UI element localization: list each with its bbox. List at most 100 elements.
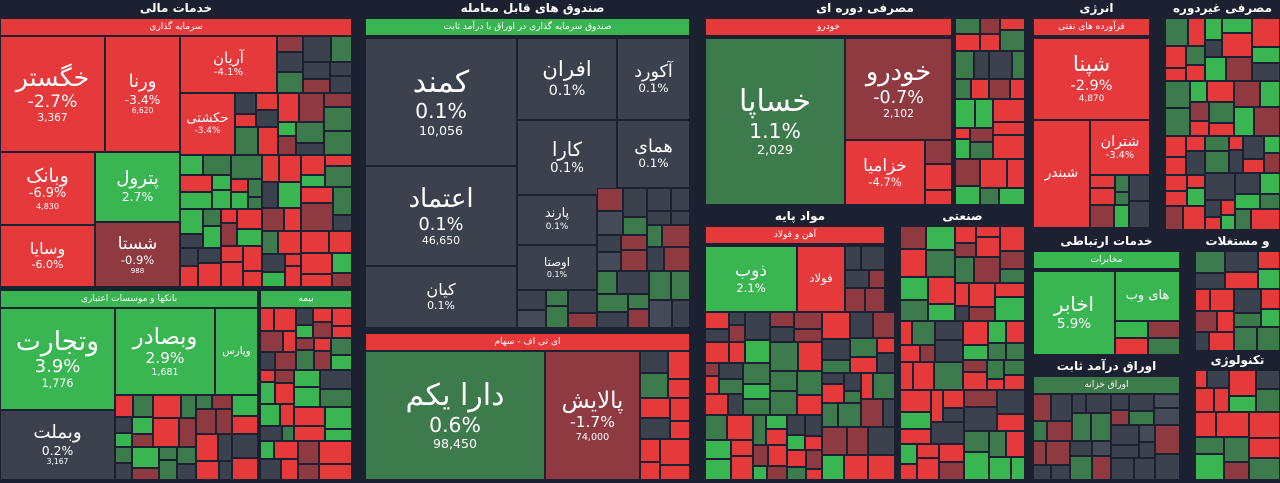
stock-cell <box>231 155 262 179</box>
stock-cell <box>1004 360 1025 375</box>
stock-cell <box>1235 194 1260 209</box>
stock-tile: افران 0.1% <box>517 38 617 120</box>
stock-cell <box>989 457 1011 480</box>
stock-cell <box>333 187 352 215</box>
stock-cell <box>332 273 352 287</box>
stock-cell <box>770 327 794 342</box>
stock-name: ذوب <box>734 261 768 282</box>
stock-change: 2.7% <box>121 190 154 205</box>
stock-cell <box>913 362 934 390</box>
stock-cell <box>770 391 797 415</box>
stock-cell <box>296 308 313 325</box>
stock-cell <box>301 253 332 274</box>
stock-cell <box>787 435 805 450</box>
stock-cell <box>1221 215 1235 230</box>
stock-cell <box>989 51 1012 79</box>
stock-name: پترول <box>116 168 159 190</box>
stock-cell <box>301 231 329 253</box>
stock-cell <box>753 466 767 480</box>
stock-cell <box>647 188 671 211</box>
stock-cell <box>294 370 320 387</box>
stock-cell <box>1195 273 1225 289</box>
stock-cell <box>262 231 278 254</box>
stock-cell <box>640 398 670 418</box>
stock-cell <box>1256 389 1280 412</box>
stock-cell <box>1187 188 1205 206</box>
stock-cell <box>1051 465 1070 480</box>
stock-cell <box>770 312 794 327</box>
stock-cell <box>845 270 869 288</box>
stock-cell <box>928 277 955 304</box>
stock-cell <box>980 18 1000 34</box>
stock-cell <box>743 384 770 399</box>
stock-cell <box>1186 136 1205 151</box>
stock-cell <box>1129 411 1154 425</box>
group-title: اوراق خزانه <box>1033 376 1180 394</box>
stock-cell <box>822 455 844 480</box>
stock-cell <box>1111 410 1129 425</box>
stock-volume: 3,367 <box>37 112 68 125</box>
stock-cell <box>320 389 352 407</box>
stock-cell <box>1195 412 1216 437</box>
stock-volume: 6,620 <box>131 106 154 116</box>
stock-cell <box>260 382 275 404</box>
stock-cell <box>330 62 352 76</box>
stock-cell <box>1243 159 1264 173</box>
stock-cell <box>963 360 987 372</box>
stock-cell <box>766 429 787 445</box>
stock-cell <box>1207 81 1234 102</box>
stock-cell <box>955 257 974 283</box>
stock-cell <box>332 253 352 273</box>
stock-cell <box>1234 313 1261 327</box>
stock-cell <box>900 429 931 444</box>
stock-cell <box>331 355 352 370</box>
stock-cell <box>900 464 917 480</box>
stock-cell <box>745 340 770 363</box>
stock-cell <box>294 407 325 426</box>
stock-cell <box>1129 175 1150 201</box>
stock-cell <box>332 308 352 326</box>
stock-cell <box>232 395 258 416</box>
stock-cell <box>955 34 980 51</box>
stock-cell <box>917 458 939 480</box>
stock-cell <box>670 421 690 439</box>
stock-cell <box>243 246 262 271</box>
stock-name: خساپا <box>739 84 811 120</box>
stock-cell <box>1252 47 1280 63</box>
stock-cell <box>285 254 301 266</box>
stock-cell <box>1000 18 1025 30</box>
stock-cell <box>988 343 1006 360</box>
stock-cell <box>1047 421 1072 441</box>
stock-change: 0.1% <box>427 298 455 312</box>
stock-cell <box>1216 412 1249 437</box>
stock-cell <box>797 395 822 415</box>
sector-title: خدمات مالی <box>139 1 213 15</box>
stock-cell <box>705 415 727 440</box>
stock-volume: 2,102 <box>883 106 914 120</box>
stock-cell <box>1165 157 1186 175</box>
stock-cell <box>1205 217 1221 230</box>
stock-change: 0.1% <box>545 222 569 233</box>
stock-cell <box>1007 159 1025 188</box>
stock-cell <box>179 418 196 447</box>
stock-cell <box>955 99 975 128</box>
stock-cell <box>262 208 284 231</box>
stock-cell <box>319 441 352 464</box>
stock-cell <box>861 399 883 427</box>
stock-cell <box>314 338 331 351</box>
stock-cell <box>1190 102 1209 121</box>
stock-name: شستا <box>117 233 158 254</box>
stock-cell <box>1214 388 1229 412</box>
stock-cell <box>753 415 766 445</box>
stock-cell <box>1155 425 1180 454</box>
stock-cell <box>517 290 546 310</box>
stock-cell <box>1195 370 1207 388</box>
stock-cell <box>1012 51 1025 79</box>
stock-cell <box>597 211 623 235</box>
stock-cell <box>198 248 221 263</box>
stock-cell <box>298 441 319 464</box>
stock-cell <box>1205 200 1221 217</box>
stock-cell <box>1046 441 1070 465</box>
stock-cell <box>1165 175 1187 191</box>
stock-cell <box>989 431 1006 457</box>
